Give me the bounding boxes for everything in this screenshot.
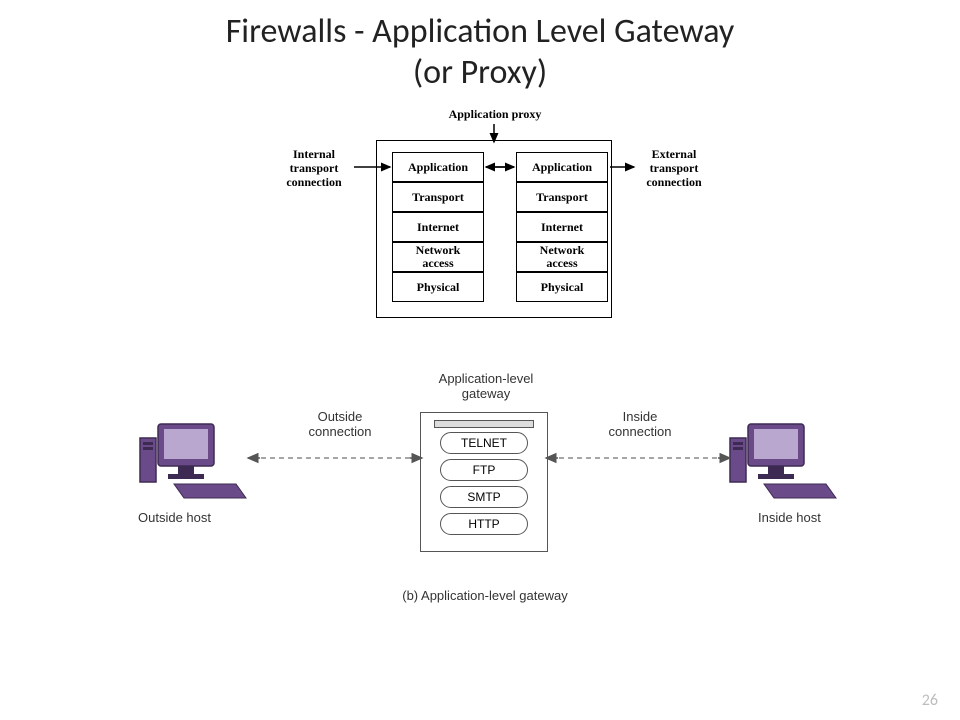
lower-arrows	[0, 110, 960, 610]
lower-caption: (b) Application-level gateway	[380, 588, 590, 603]
title-line-1: Firewalls - Application Level Gateway	[226, 11, 735, 52]
slide-title: Firewalls - Application Level Gateway (o…	[0, 0, 960, 94]
title-line-2: (or Proxy)	[413, 52, 547, 93]
page-number: 26	[922, 691, 938, 710]
diagram-area: Application Transport Internet Network a…	[0, 110, 960, 690]
